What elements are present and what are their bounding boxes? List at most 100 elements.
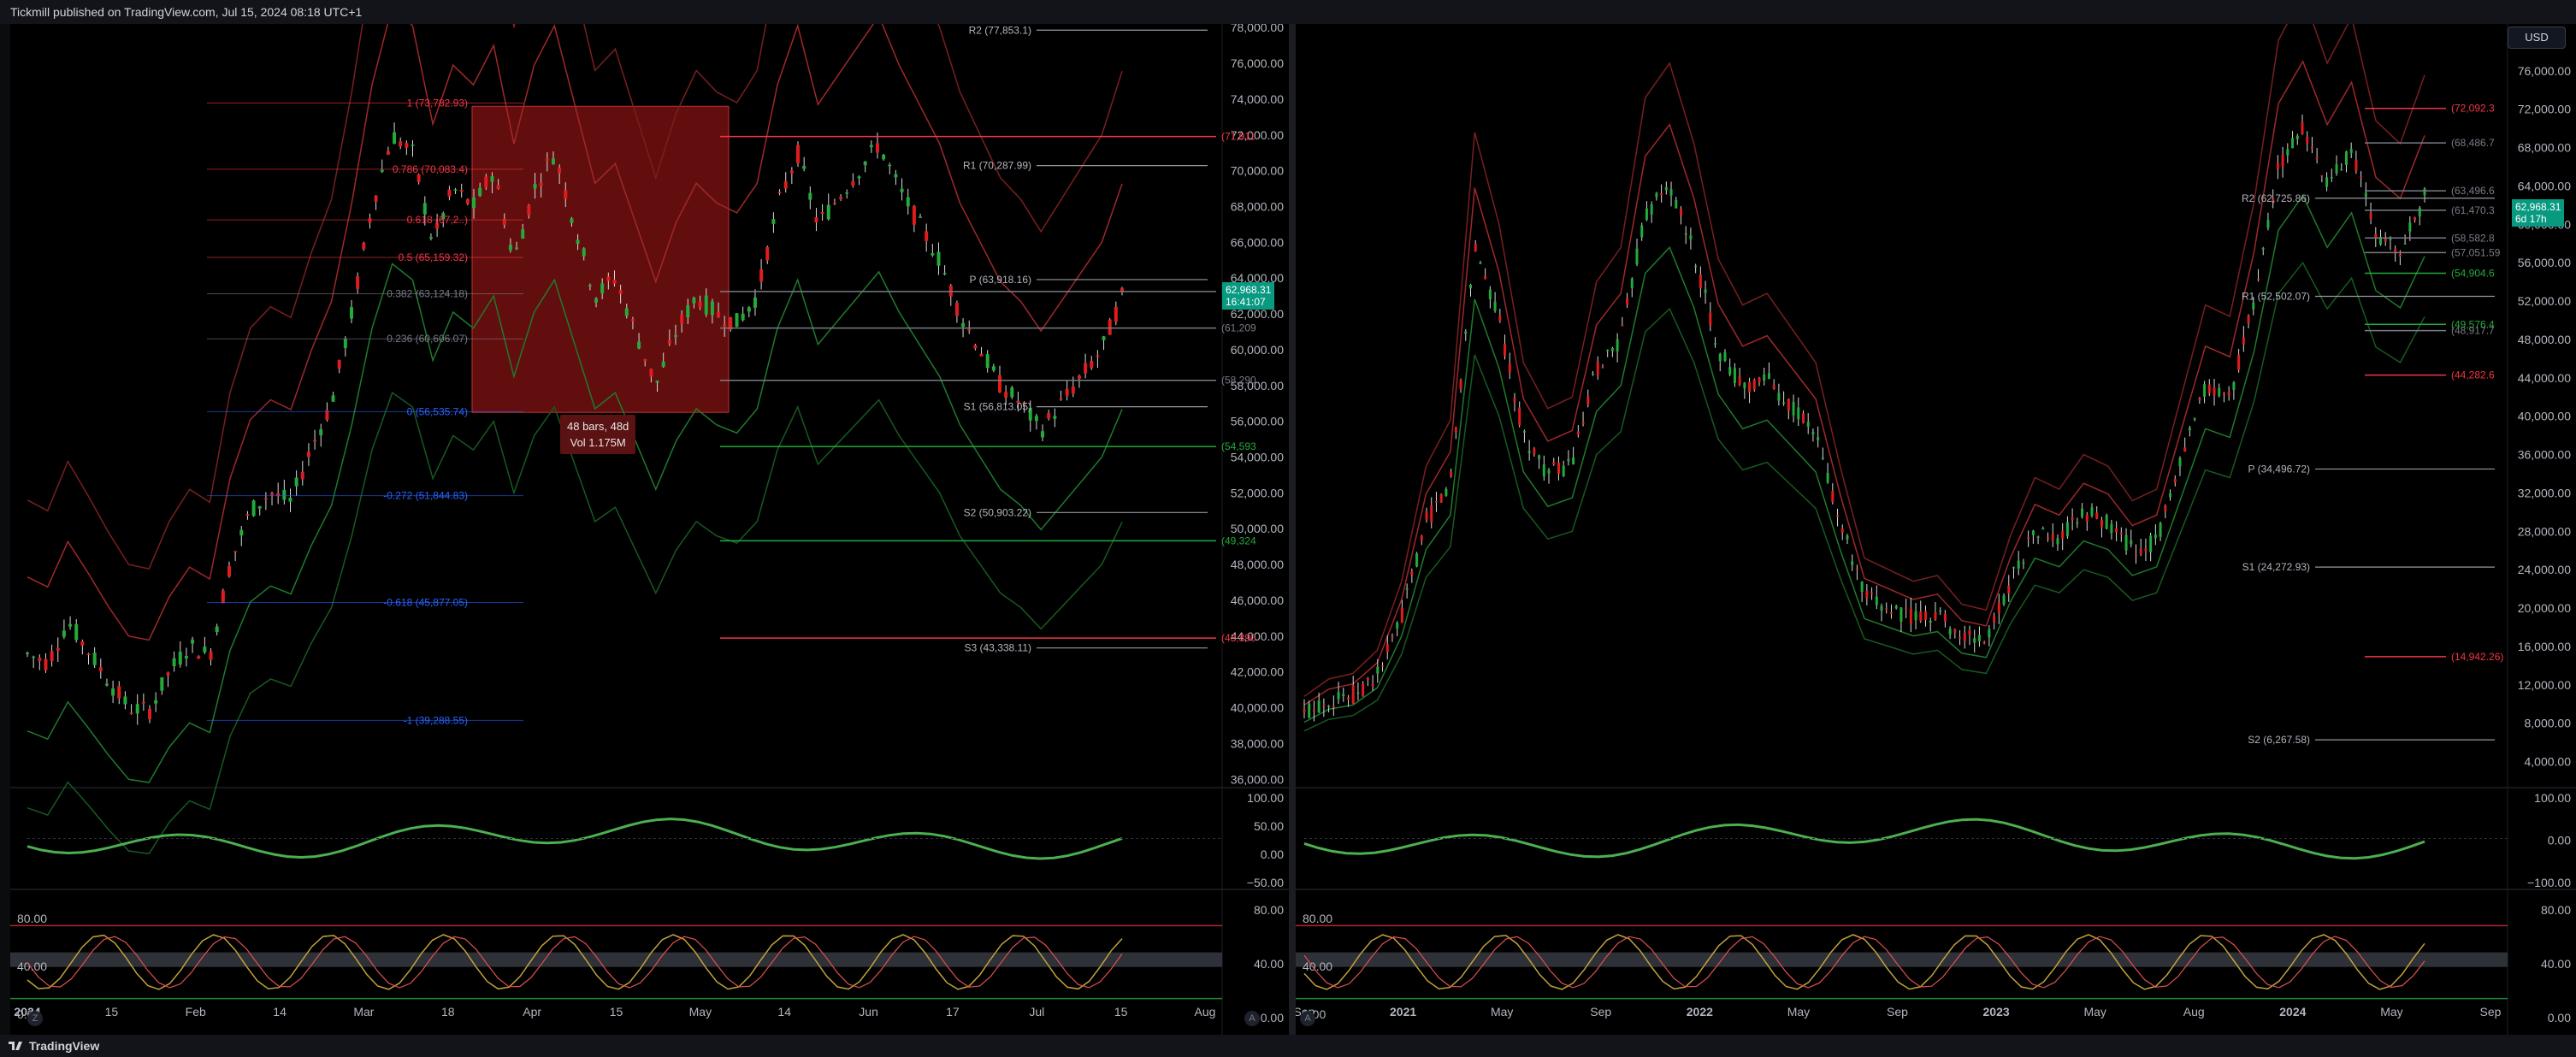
- candle-body: [857, 176, 861, 179]
- candle-body: [2047, 537, 2050, 539]
- candle-body: [1557, 462, 1560, 474]
- candle-body: [2340, 168, 2343, 171]
- pivot-label: R2 (77,853.1): [969, 24, 1031, 36]
- candle-body: [1909, 608, 1912, 624]
- candle-body: [270, 493, 275, 495]
- candle-body: [1914, 611, 1917, 621]
- candle-body: [2173, 479, 2177, 483]
- candle-body: [1655, 192, 1658, 198]
- candle-body: [2408, 222, 2412, 232]
- right-chart-svg[interactable]: 76,000.0072,000.0068,000.0064,000.0060,0…: [1296, 24, 2576, 1035]
- candle-body: [2110, 523, 2113, 534]
- osc2-left-tick-label: 80.00: [17, 912, 47, 925]
- outer-upper-band-line: [1303, 24, 2425, 697]
- candle-body: [399, 141, 403, 147]
- candle-body: [2242, 337, 2245, 345]
- candle-body: [1504, 344, 1507, 357]
- candle-body: [698, 301, 702, 308]
- chart-panel-right[interactable]: 76,000.0072,000.0068,000.0064,000.0060,0…: [1296, 24, 2576, 1035]
- candle-body: [484, 176, 488, 187]
- candle-body: [263, 498, 268, 500]
- level-label: (54,593: [1221, 440, 1256, 452]
- candle-body: [1626, 298, 1629, 305]
- candle-body: [1391, 635, 1394, 637]
- candle-body: [2002, 595, 2006, 605]
- candle-body: [2222, 393, 2225, 395]
- candle-body: [894, 174, 898, 178]
- outer-lower-band-line: [1303, 261, 2425, 732]
- price-tick-label: 32,000.00: [2518, 486, 2571, 499]
- candle-body: [979, 353, 984, 357]
- fib-level-label: -0.272 (51,844.83): [383, 490, 468, 502]
- candle-body: [1953, 629, 1957, 633]
- candle-body: [117, 686, 121, 699]
- osc2-tick-label: 0.00: [2548, 1011, 2571, 1025]
- candle-body: [686, 305, 690, 318]
- candle-body: [820, 212, 824, 215]
- candle-body: [319, 428, 323, 435]
- panel-divider[interactable]: [1289, 24, 1296, 1035]
- right-a-button[interactable]: A: [1300, 1011, 1315, 1026]
- level-label: (57,051.59: [2451, 246, 2501, 258]
- candle-body: [166, 672, 170, 676]
- candle-body: [1606, 349, 1610, 351]
- last-price-badge-right: 62,968.31 6d 17h: [2512, 199, 2565, 227]
- candle-body: [1772, 385, 1775, 389]
- pivot-label: R1 (70,287.99): [963, 160, 1031, 172]
- candle-body: [1733, 368, 1736, 383]
- candle-body: [1028, 407, 1032, 421]
- price-tick-label: 62,000.00: [1231, 307, 1284, 321]
- candle-body: [2276, 162, 2279, 169]
- candle-body: [985, 354, 990, 369]
- fib-level-label: 0.786 (70,083.4): [393, 163, 468, 175]
- time-tick-label: 2021: [1390, 1005, 1416, 1019]
- candle-body: [1381, 665, 1385, 667]
- fib-level-label: 0.236 (60,606.07): [387, 333, 468, 345]
- fib-level-label: 0.618 (67,2..): [407, 214, 468, 226]
- price-tick-label: 72,000.00: [1231, 128, 1284, 142]
- osc1-tick-label: −50.00: [1247, 876, 1284, 889]
- candle-body: [1635, 248, 1639, 264]
- left-z-button[interactable]: Z: [27, 1011, 43, 1026]
- candle-body: [50, 651, 54, 661]
- osc1-tick-label: 100.00: [1247, 791, 1284, 805]
- candle-body: [160, 677, 164, 691]
- candle-body: [1738, 375, 1741, 386]
- time-tick-label: Feb: [186, 1005, 206, 1019]
- candle-body: [154, 700, 158, 704]
- candle-body: [197, 656, 201, 659]
- candle-body: [508, 245, 512, 251]
- candle-body: [2389, 238, 2392, 240]
- candle-body: [612, 279, 617, 284]
- candle-body: [765, 246, 770, 261]
- countdown-text-right: 6d 17h: [2515, 213, 2547, 225]
- candle-body: [2164, 505, 2167, 511]
- time-tick-label: May: [2380, 1005, 2402, 1019]
- candle-body: [796, 145, 801, 163]
- candle-body: [704, 295, 708, 315]
- time-tick-label: Sep: [1590, 1005, 1611, 1019]
- candle-body: [1468, 285, 1472, 289]
- candle-body: [1498, 316, 1502, 322]
- candle-body: [1709, 312, 1712, 327]
- candle-body: [32, 656, 36, 658]
- left-chart-svg[interactable]: 78,000.00 76,000.00 74,000.00 72,000.00 70,0…: [10, 24, 1289, 1035]
- chart-panel-left[interactable]: 78,000.00 76,000.00 74,000.00 72,000.00 70,0…: [10, 24, 1289, 1035]
- currency-button[interactable]: USD: [2508, 27, 2566, 49]
- candle-body: [1855, 568, 1858, 570]
- candle-body: [600, 283, 605, 293]
- candle-body: [2364, 192, 2367, 198]
- candle-body: [808, 192, 812, 200]
- candle-body: [1450, 471, 1453, 476]
- osc2-left-tick-label: 40.00: [1303, 960, 1332, 973]
- left-a-button[interactable]: A: [1244, 1011, 1260, 1026]
- candle-body: [723, 324, 727, 328]
- candle-body: [1817, 437, 1820, 440]
- candle-body: [2306, 136, 2309, 145]
- candle-body: [2130, 540, 2133, 545]
- candle-body: [649, 369, 653, 377]
- outer-upper-band-line: [27, 24, 1123, 570]
- candle-body: [2090, 507, 2094, 516]
- outer-lower-band-line: [27, 392, 1123, 855]
- candle-body: [1108, 319, 1112, 335]
